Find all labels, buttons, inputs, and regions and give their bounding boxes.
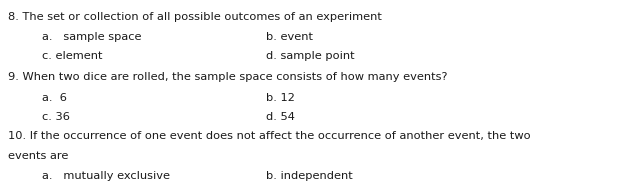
Text: 8. The set or collection of all possible outcomes of an experiment: 8. The set or collection of all possible… bbox=[8, 12, 381, 22]
Text: b. independent: b. independent bbox=[266, 171, 353, 181]
Text: b. 12: b. 12 bbox=[266, 93, 295, 103]
Text: d. 54: d. 54 bbox=[266, 112, 295, 122]
Text: events are: events are bbox=[8, 151, 68, 161]
Text: c. 36: c. 36 bbox=[42, 112, 69, 122]
Text: 10. If the occurrence of one event does not affect the occurrence of another eve: 10. If the occurrence of one event does … bbox=[8, 131, 530, 141]
Text: d. sample point: d. sample point bbox=[266, 51, 354, 61]
Text: a.  6: a. 6 bbox=[42, 93, 67, 103]
Text: c. element: c. element bbox=[42, 51, 102, 61]
Text: 9. When two dice are rolled, the sample space consists of how many events?: 9. When two dice are rolled, the sample … bbox=[8, 72, 447, 82]
Text: b. event: b. event bbox=[266, 32, 313, 42]
Text: a.   mutually exclusive: a. mutually exclusive bbox=[42, 171, 170, 181]
Text: a.   sample space: a. sample space bbox=[42, 32, 141, 42]
